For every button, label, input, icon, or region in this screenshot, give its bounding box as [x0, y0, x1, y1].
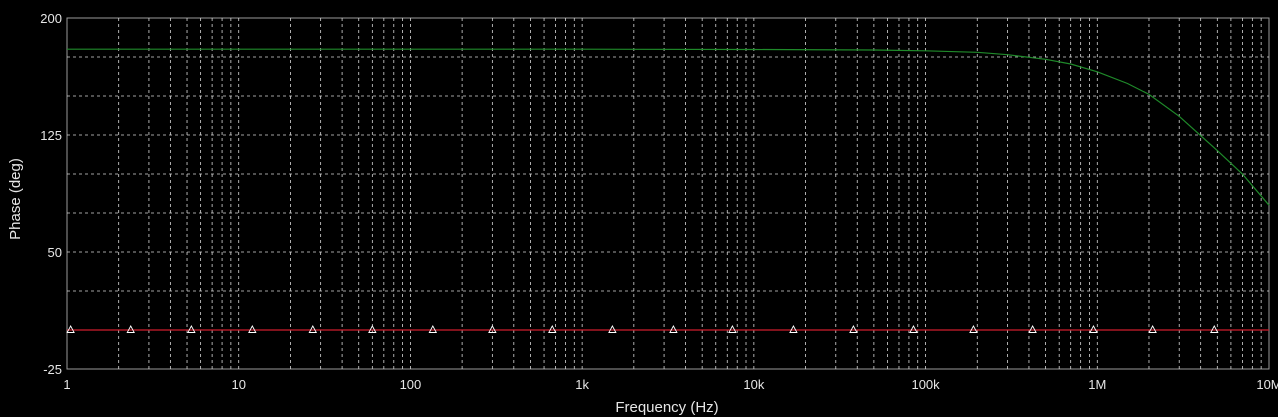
y-tick-label: 50	[48, 245, 62, 260]
series-marker	[1148, 325, 1157, 333]
x-tick-label: 1	[63, 377, 70, 392]
series-layer	[66, 48, 1270, 333]
grid	[67, 18, 1269, 369]
x-tick-label: 10	[231, 377, 245, 392]
series-marker	[1089, 325, 1098, 333]
x-tick-label: 1M	[1088, 377, 1106, 392]
series-marker	[187, 325, 196, 333]
series-marker	[909, 325, 918, 333]
series-marker	[1210, 325, 1219, 333]
series-marker	[669, 325, 678, 333]
plot-area	[66, 17, 1270, 370]
x-tick-label: 10M	[1256, 377, 1278, 392]
series-marker	[308, 325, 318, 333]
series-marker	[1028, 325, 1037, 333]
series-marker	[548, 325, 557, 333]
series-marker	[728, 325, 737, 333]
series-marker	[849, 325, 858, 333]
series-marker	[789, 325, 798, 333]
y-tick-label: 125	[40, 128, 62, 143]
y-tick-label: -25	[43, 362, 62, 377]
series-marker	[428, 325, 438, 333]
series-marker	[368, 325, 377, 333]
x-axis-label: Frequency (Hz)	[615, 399, 718, 416]
x-tick-label: 1k	[575, 377, 589, 392]
series-marker	[66, 325, 75, 333]
series-line-0	[67, 48, 1270, 206]
series-marker	[608, 325, 617, 333]
series-marker	[488, 325, 497, 333]
x-tick-label: 100k	[911, 377, 940, 392]
series-marker	[126, 325, 135, 333]
y-axis-label: Phase (deg)	[7, 158, 24, 240]
tick-labels: 1 10 100 1k 10k 100k 1M 10M 200 125 50 -25	[40, 11, 1278, 392]
x-tick-label: 10k	[743, 377, 764, 392]
x-tick-label: 100	[400, 377, 422, 392]
series-marker	[248, 325, 257, 333]
series-marker	[969, 325, 978, 333]
y-tick-label: 200	[40, 11, 62, 26]
